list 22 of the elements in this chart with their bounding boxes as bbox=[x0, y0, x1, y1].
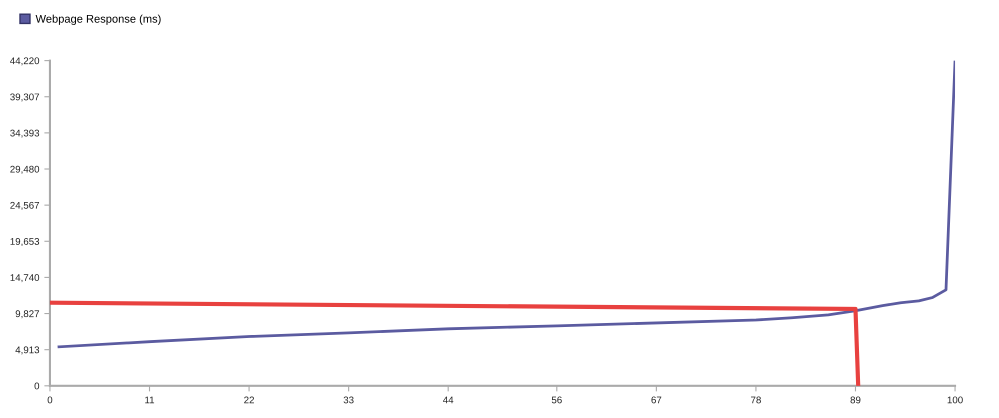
y-tick-label: 29,480 bbox=[10, 166, 40, 174]
x-tick-label: 78 bbox=[751, 396, 761, 404]
y-tick-label: 24,567 bbox=[10, 202, 40, 210]
y-tick-label: 19,653 bbox=[10, 238, 40, 246]
y-tick-label: 9,827 bbox=[16, 310, 40, 318]
x-tick-label: 56 bbox=[552, 396, 562, 404]
x-tick-label: 89 bbox=[850, 396, 860, 404]
y-tick-label: 4,913 bbox=[15, 346, 40, 354]
x-tick-label: 67 bbox=[651, 396, 662, 404]
x-tick-label: 33 bbox=[344, 396, 354, 404]
y-tick-label: 39,307 bbox=[10, 93, 40, 102]
y-tick-label: 0 bbox=[34, 382, 40, 390]
x-tick-label: 11 bbox=[145, 396, 154, 404]
x-tick-label: 44 bbox=[443, 396, 454, 404]
y-tick-label: 14,740 bbox=[10, 274, 40, 282]
x-tick-label: 100 bbox=[948, 396, 963, 404]
line-series bbox=[58, 60, 956, 348]
y-tick-label: 34,393 bbox=[10, 130, 40, 138]
y-tick-label: 44,220 bbox=[10, 57, 40, 66]
legend-label: Webpage Response (ms) bbox=[36, 14, 161, 25]
x-tick-label: 0 bbox=[48, 396, 52, 404]
x-tick-label: 22 bbox=[244, 396, 254, 404]
